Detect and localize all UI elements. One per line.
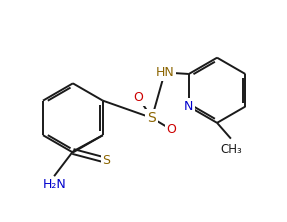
Text: H₂N: H₂N — [42, 178, 66, 191]
Text: O: O — [133, 91, 143, 104]
Text: O: O — [167, 123, 177, 136]
Text: CH₃: CH₃ — [220, 143, 242, 156]
Text: S: S — [102, 154, 110, 167]
Text: HN: HN — [155, 66, 174, 79]
Text: N: N — [184, 100, 193, 113]
Text: S: S — [148, 111, 156, 125]
